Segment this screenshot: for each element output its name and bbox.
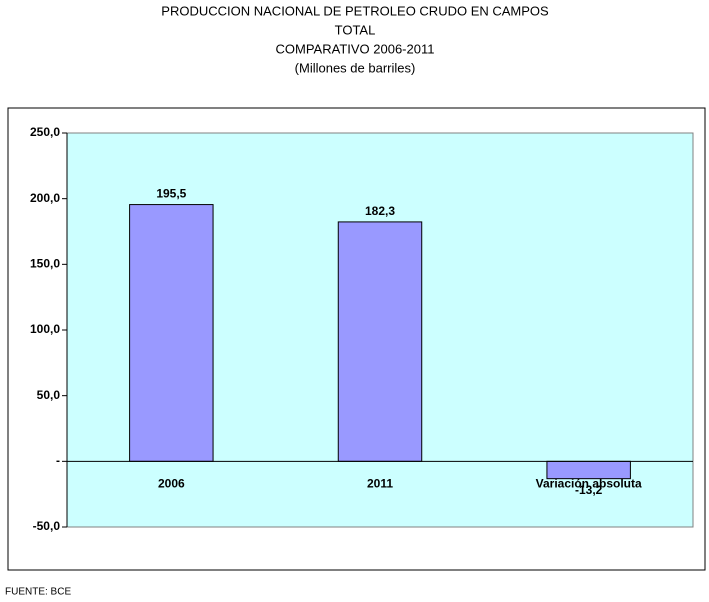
bar [337,221,423,462]
y-tick-label: 200,0 [30,191,60,205]
y-tick-label: - [56,454,60,468]
x-tick-label: 2006 [158,477,185,491]
y-tick-label: 50,0 [37,388,61,402]
y-tick-label: 250,0 [30,125,60,139]
value-label: -13,2 [575,483,603,497]
chart-title: (Millones de barriles) [295,60,416,75]
bar [129,204,214,462]
value-label: 182,3 [365,204,395,218]
y-tick-label: -50,0 [33,519,61,533]
y-tick-label: 150,0 [30,257,60,271]
value-label: 195,5 [156,187,186,201]
x-tick-label: 2011 [367,477,393,491]
chart-title: COMPARATIVO 2006-2011 [276,41,435,56]
y-tick-label: 100,0 [30,322,60,336]
x-tick-label: Variación absoluta [536,477,642,491]
chart-title: PRODUCCION NACIONAL DE PETROLEO CRUDO EN… [161,3,549,18]
source: FUENTE: BCE [5,587,71,598]
chart-title: TOTAL [335,22,376,37]
